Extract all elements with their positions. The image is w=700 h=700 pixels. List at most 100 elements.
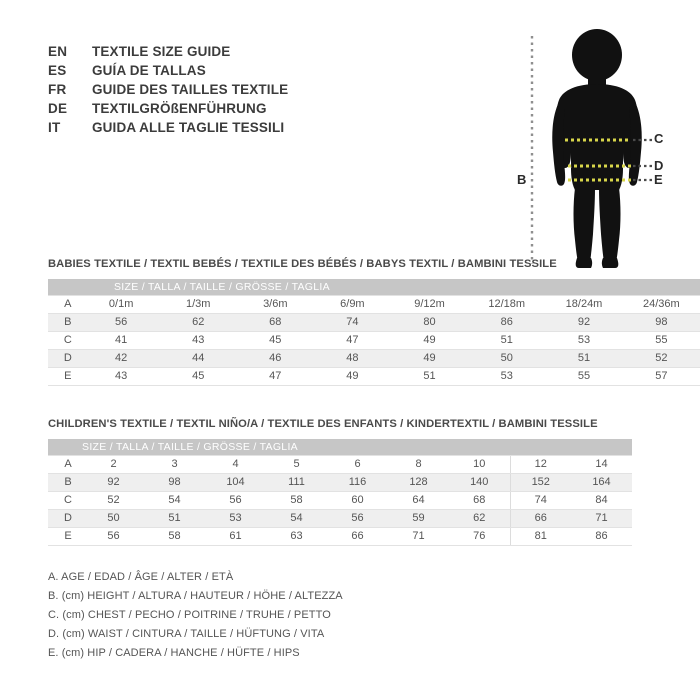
table-cell: 51 (390, 367, 469, 386)
table-cell: 53 (205, 509, 266, 528)
table-cell: 59 (388, 509, 449, 528)
table-header-row: SIZE / TALLA / TAILLE / GRÖSSE / TAGLIA (48, 279, 700, 296)
legend-row: B. (cm) HEIGHT / ALTURA / HAUTEUR / HÖHE… (48, 590, 343, 602)
language-row-en: EN TEXTILE SIZE GUIDE (48, 44, 468, 63)
table-cell: 5 (266, 455, 327, 474)
table-cell: 62 (159, 313, 237, 332)
table-cell: 51 (468, 331, 546, 350)
table-cell: 50 (83, 509, 144, 528)
table-cell: 52 (622, 349, 700, 368)
figure-label-hip: E (654, 172, 663, 187)
table-cell: 53 (468, 367, 546, 386)
table-cell: 104 (205, 473, 266, 492)
table-cell: 42 (82, 349, 160, 368)
table-cell: 10 (449, 455, 510, 474)
size-header-label: SIZE / TALLA / TAILLE / GRÖSSE / TAGLIA (48, 439, 327, 456)
table-cell: 86 (571, 527, 632, 546)
language-title: GUIDA ALLE TAGLIE TESSILI (92, 120, 285, 135)
row-label: D (48, 509, 83, 528)
table-cell: 152 (509, 473, 571, 492)
table-row: D 50 51 53 54 56 59 62 66 71 (48, 509, 632, 528)
size-header-label: SIZE / TALLA / TAILLE / GRÖSSE / TAGLIA (48, 279, 391, 296)
language-row-de: DE TEXTILGRÖßENFÜHRUNG (48, 101, 468, 120)
table-cell: 3/6m (236, 295, 314, 314)
language-code: ES (48, 63, 67, 78)
row-label: C (48, 491, 83, 510)
row-label: C (48, 331, 83, 350)
table-cell: 45 (236, 331, 314, 350)
table-cell: 68 (236, 313, 314, 332)
table-cell: 6/9m (313, 295, 391, 314)
row-label: A (48, 455, 83, 474)
children-size-table: SIZE / TALLA / TAILLE / GRÖSSE / TAGLIA A… (48, 439, 632, 546)
table-cell: 92 (545, 313, 623, 332)
table-row: E 43 45 47 49 51 53 55 57 (48, 367, 700, 386)
table-cell: 68 (449, 491, 510, 510)
language-title: GUIDE DES TAILLES TEXTILE (92, 82, 289, 97)
table-cell: 55 (545, 367, 623, 386)
table-cell: 71 (571, 509, 632, 528)
measurement-legend: A. AGE / EDAD / ÂGE / ALTER / ETÀ B. (cm)… (48, 568, 343, 663)
body-measurement-figure: B C D E (505, 28, 690, 268)
row-label: B (48, 313, 83, 332)
language-code: IT (48, 120, 61, 135)
children-section-title: CHILDREN'S TEXTILE / TEXTIL NIÑO/A / TEX… (48, 418, 598, 430)
table-cell: 47 (313, 331, 391, 350)
language-code: FR (48, 82, 67, 97)
language-row-es: ES GUÍA DE TALLAS (48, 63, 468, 82)
table-row: C 52 54 56 58 60 64 68 74 84 (48, 491, 632, 510)
table-cell: 58 (144, 527, 205, 546)
table-cell: 57 (622, 367, 700, 386)
table-cell: 61 (205, 527, 266, 546)
table-cell: 74 (313, 313, 391, 332)
legend-row: C. (cm) CHEST / PECHO / POITRINE / TRUHE… (48, 609, 331, 621)
language-code: DE (48, 101, 68, 116)
table-cell: 84 (571, 491, 632, 510)
table-cell: 92 (83, 473, 144, 492)
figure-label-height: B (517, 172, 527, 187)
table-cell: 164 (571, 473, 632, 492)
table-cell: 9/12m (390, 295, 469, 314)
table-cell: 52 (83, 491, 144, 510)
table-cell: 74 (509, 491, 571, 510)
table-row: B 92 98 104 111 116 128 140 152 164 (48, 473, 632, 492)
row-label: B (48, 473, 83, 492)
table-cell: 49 (390, 331, 469, 350)
table-row: D 42 44 46 48 49 50 51 52 (48, 349, 700, 368)
table-cell: 58 (266, 491, 327, 510)
table-cell: 140 (449, 473, 510, 492)
table-cell: 81 (509, 527, 571, 546)
table-cell: 60 (327, 491, 388, 510)
babies-size-table: SIZE / TALLA / TAILLE / GRÖSSE / TAGLIA A… (48, 279, 700, 386)
table-cell: 45 (159, 367, 237, 386)
header-band-filler (390, 279, 700, 296)
language-row-it: IT GUIDA ALLE TAGLIE TESSILI (48, 120, 468, 139)
table-cell: 53 (545, 331, 623, 350)
table-cell: 111 (266, 473, 327, 492)
babies-textile-section: BABIES TEXTILE / TEXTIL BEBÉS / TEXTILE … (48, 258, 700, 386)
row-label: A (48, 295, 83, 314)
table-cell: 0/1m (82, 295, 160, 314)
table-cell: 56 (83, 527, 144, 546)
table-row: E 56 58 61 63 66 71 76 81 86 (48, 527, 632, 546)
table-cell: 55 (622, 331, 700, 350)
table-cell: 80 (390, 313, 469, 332)
table-cell: 3 (144, 455, 205, 474)
table-cell: 14 (571, 455, 632, 474)
table-cell: 4 (205, 455, 266, 474)
table-cell: 86 (468, 313, 546, 332)
table-cell: 43 (159, 331, 237, 350)
table-cell: 56 (82, 313, 160, 332)
table-cell: 47 (236, 367, 314, 386)
table-cell: 44 (159, 349, 237, 368)
table-cell: 98 (622, 313, 700, 332)
language-title-block: EN TEXTILE SIZE GUIDE ES GUÍA DE TALLAS FR GU… (48, 44, 468, 139)
table-cell: 63 (266, 527, 327, 546)
table-cell: 48 (313, 349, 391, 368)
table-cell: 66 (327, 527, 388, 546)
table-cell: 116 (327, 473, 388, 492)
table-cell: 71 (388, 527, 449, 546)
language-row-fr: FR GUIDE DES TAILLES TEXTILE (48, 82, 468, 101)
figure-label-waist: D (654, 158, 664, 173)
table-cell: 8 (388, 455, 449, 474)
